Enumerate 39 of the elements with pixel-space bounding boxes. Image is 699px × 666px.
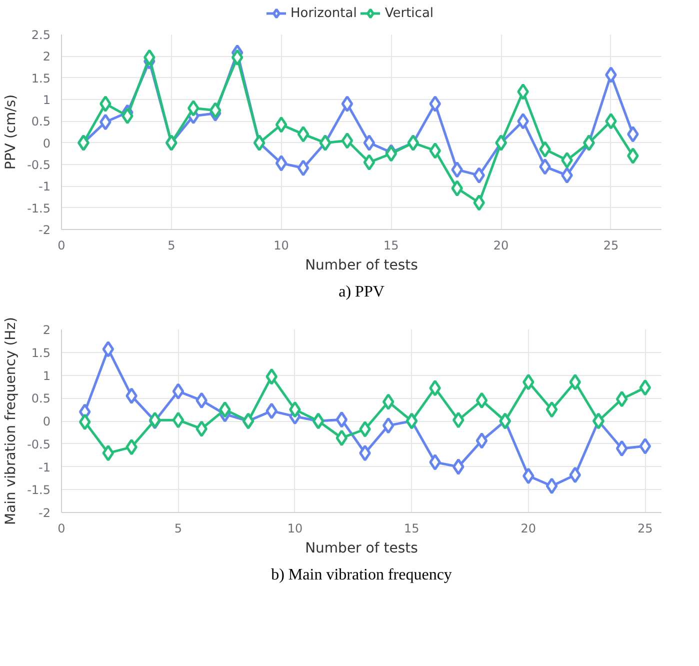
y-tick-label: -1.5 xyxy=(27,201,51,216)
x-tick-label: 0 xyxy=(58,522,66,536)
y-tick-label: 1.5 xyxy=(31,346,51,360)
y-tick-label: 2 xyxy=(42,50,51,64)
y-tick-label: 0 xyxy=(42,414,51,428)
x-tick-label: 5 xyxy=(174,522,182,536)
y-axis-title: PPV (cm/s) xyxy=(3,94,20,170)
y-tick-label: -2 xyxy=(38,506,51,520)
x-tick-label: 25 xyxy=(638,522,653,536)
x-tick-label: 25 xyxy=(603,238,619,252)
y-tick-label: 1.5 xyxy=(31,71,51,86)
y-tick-label: 2.5 xyxy=(31,28,51,42)
y-tick-label: -1.5 xyxy=(27,483,51,498)
x-axis-title: Number of tests xyxy=(305,540,418,556)
x-axis-title: Number of tests xyxy=(305,258,418,274)
legend-label: Horizontal xyxy=(290,6,357,20)
x-tick-label: 20 xyxy=(520,522,536,536)
y-tick-label: -1 xyxy=(38,460,51,474)
x-tick-label: 15 xyxy=(404,522,420,536)
y-tick-label: -0.5 xyxy=(27,437,51,452)
legend-label: Vertical xyxy=(384,6,434,20)
x-tick-label: 10 xyxy=(274,238,289,252)
x-tick-label: 10 xyxy=(287,522,303,536)
y-tick-label: -2 xyxy=(38,223,51,237)
y-tick-label: -1 xyxy=(38,180,51,194)
y-tick-label: 0.5 xyxy=(31,114,51,129)
y-axis-title: Main vibration frequency (Hz) xyxy=(3,316,20,525)
y-tick-label: -0.5 xyxy=(27,158,51,172)
y-tick-label: 2 xyxy=(42,323,51,337)
x-tick-label: 0 xyxy=(58,238,66,252)
y-tick-label: 1 xyxy=(42,368,51,383)
y-tick-label: 0 xyxy=(42,136,51,150)
y-tick-label: 1 xyxy=(42,93,51,107)
text: b) Main vibration frequency xyxy=(271,566,452,584)
x-tick-label: 5 xyxy=(168,238,176,252)
x-tick-label: 20 xyxy=(493,238,509,252)
text: a) PPV xyxy=(338,284,385,300)
x-tick-label: 15 xyxy=(384,238,399,252)
y-tick-label: 0.5 xyxy=(31,392,51,406)
